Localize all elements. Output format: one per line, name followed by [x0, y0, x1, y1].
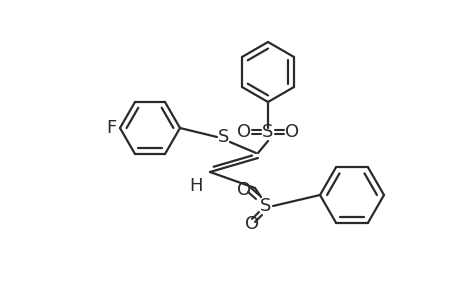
- Text: O: O: [284, 123, 298, 141]
- Text: O: O: [244, 215, 258, 233]
- Text: S: S: [218, 128, 229, 146]
- Text: F: F: [106, 119, 116, 137]
- Text: S: S: [260, 197, 271, 215]
- Text: O: O: [236, 123, 251, 141]
- Text: O: O: [236, 181, 251, 199]
- Text: H: H: [189, 177, 202, 195]
- Text: S: S: [262, 123, 273, 141]
